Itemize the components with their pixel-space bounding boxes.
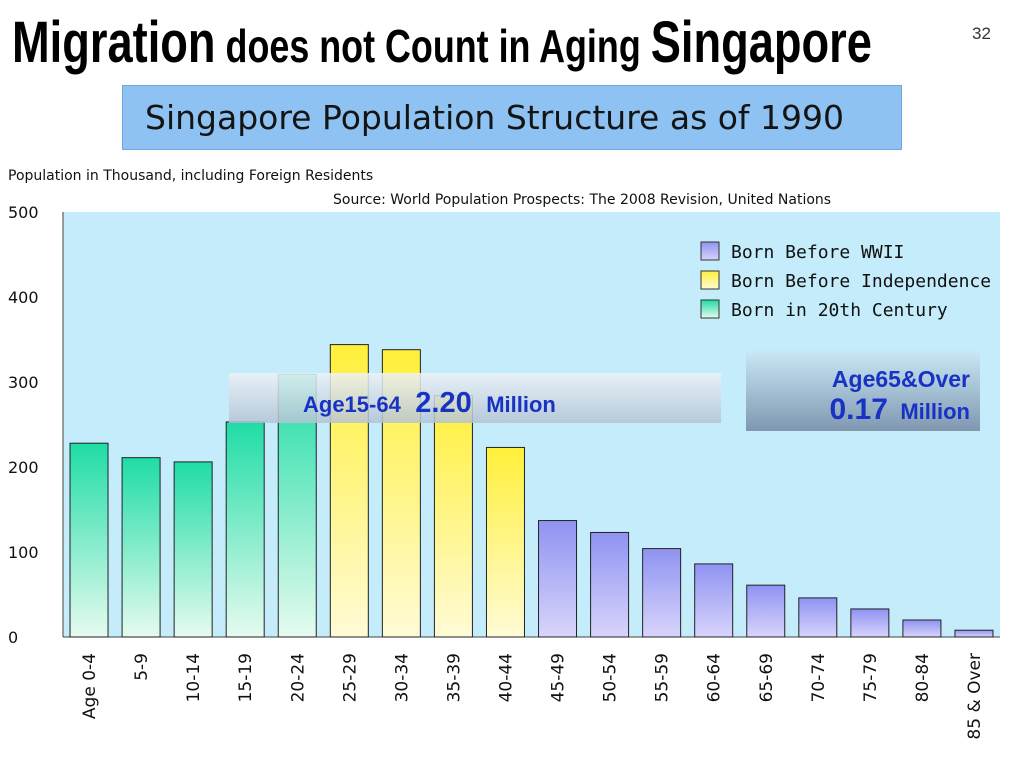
bar-65-69 <box>746 584 786 638</box>
bar-age-0-4 <box>69 442 109 638</box>
bar-5-9 <box>121 457 161 638</box>
legend-swatch-born-before-independence <box>700 270 720 290</box>
y-axis-label: Population in Thousand, including Foreig… <box>8 168 373 184</box>
legend-label-born-in-20th-century: Born in 20th Century <box>731 300 948 321</box>
y-tick-300: 300 <box>8 373 39 392</box>
working-age-band <box>229 373 721 423</box>
x-tick-50-54: 50-54 <box>601 653 621 702</box>
bar-70-74 <box>798 597 838 638</box>
x-tick-70-74: 70-74 <box>809 653 829 702</box>
bar-75-79 <box>850 608 890 638</box>
x-tick-65-69: 65-69 <box>757 653 777 702</box>
elderly-value: 0.17 <box>830 393 888 426</box>
x-tick-30-34: 30-34 <box>392 653 412 702</box>
y-tick-400: 400 <box>8 288 39 307</box>
y-tick-100: 100 <box>8 543 39 562</box>
working-age-annotation: Age15-64 2.20 Million <box>229 373 721 423</box>
bar-80-84 <box>902 619 942 638</box>
y-tick-labels: 0 100 200 300 400 500 <box>8 203 39 647</box>
bar-10-14 <box>173 461 213 638</box>
bar-60-64 <box>694 563 734 638</box>
x-tick-55-59: 55-59 <box>653 653 673 702</box>
bar-85-over <box>954 629 994 638</box>
elderly-text: 0.17 Million <box>830 393 971 426</box>
x-tick-5-9: 5-9 <box>132 653 152 681</box>
slide-title: Migration does not Count in Aging Singap… <box>12 14 872 72</box>
x-tick-25-29: 25-29 <box>340 653 360 702</box>
title-singapore: Singapore <box>650 10 872 75</box>
page-number: 32 <box>972 24 991 43</box>
legend-label-born-before-wwii: Born Before WWII <box>731 242 904 263</box>
working-age-value: 2.20 <box>415 387 471 419</box>
elderly-annotation: Age65&Over 0.17 Million <box>746 351 980 431</box>
elderly-label: Age65&Over <box>832 366 970 392</box>
x-tick-80-84: 80-84 <box>913 653 933 702</box>
x-tick-75-79: 75-79 <box>861 653 881 702</box>
chart-title: Singapore Population Structure as of 199… <box>145 98 845 137</box>
source-note: Source: World Population Prospects: The … <box>333 192 831 208</box>
x-tick-20-24: 20-24 <box>288 653 308 702</box>
y-tick-0: 0 <box>8 628 18 647</box>
bar-15-19 <box>225 421 265 638</box>
x-tick-35-39: 35-39 <box>444 653 464 702</box>
bar-45-49 <box>538 520 578 638</box>
chart-title-box: Singapore Population Structure as of 199… <box>122 85 902 150</box>
elderly-box <box>746 351 980 431</box>
x-tick-labels: Age 0-4 5-9 10-14 15-19 20-24 25-29 30-34 35-39… <box>80 653 985 740</box>
bar-35-39 <box>433 395 473 638</box>
y-tick-200: 200 <box>8 458 39 477</box>
x-tick-10-14: 10-14 <box>184 653 204 702</box>
legend-swatch-born-in-20th-century <box>700 299 720 319</box>
title-middle: does not Count in Aging <box>215 20 651 72</box>
y-tick-500: 500 <box>8 203 39 222</box>
x-tick-40-44: 40-44 <box>496 653 516 702</box>
x-tick-45-49: 45-49 <box>549 653 569 702</box>
bar-55-59 <box>642 548 682 638</box>
title-migration: Migration <box>12 10 216 75</box>
x-tick-15-19: 15-19 <box>236 653 256 702</box>
x-tick-85-over: 85 & Over <box>965 653 985 740</box>
bar-40-44 <box>485 446 525 638</box>
elderly-unit: Million <box>900 399 970 424</box>
legend-swatch-born-before-wwii <box>700 241 720 261</box>
x-tick-60-64: 60-64 <box>705 653 725 702</box>
bar-50-54 <box>590 531 630 638</box>
x-tick-age-0-4: Age 0-4 <box>80 653 100 719</box>
working-age-text: Age15-64 2.20 Million <box>303 387 556 419</box>
legend: Born Before WWII Born Before Independence… <box>700 241 991 321</box>
legend-label-born-before-independence: Born Before Independence <box>731 271 991 292</box>
working-age-unit: Million <box>486 392 556 417</box>
working-age-label: Age15-64 <box>303 392 402 417</box>
